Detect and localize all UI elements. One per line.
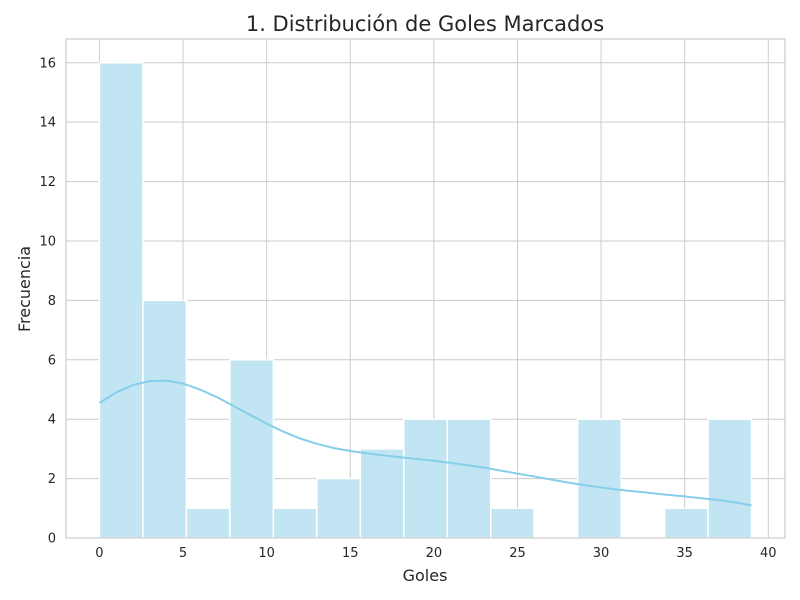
y-ticks: 0 2 4 6 8 10 12 14 16: [39, 56, 56, 546]
chart-title: 1. Distribución de Goles Marcados: [246, 12, 604, 36]
histogram-bar: [707, 418, 753, 539]
histogram-bar: [403, 418, 448, 539]
x-axis-label: Goles: [403, 566, 448, 585]
y-tick-label: 4: [48, 413, 56, 428]
x-tick-label: 0: [95, 546, 103, 561]
x-tick-label: 20: [426, 546, 443, 561]
histogram-bar: [316, 477, 362, 539]
histogram-bar: [489, 507, 535, 539]
x-tick-label: 10: [258, 546, 275, 561]
x-tick-label: 15: [342, 546, 359, 561]
y-tick-label: 8: [48, 294, 56, 309]
x-tick-label: 25: [509, 546, 526, 561]
y-tick-label: 10: [39, 234, 56, 249]
histogram-bar: [142, 299, 188, 539]
y-tick-label: 12: [39, 175, 56, 190]
y-tick-label: 0: [48, 532, 56, 547]
x-tick-label: 30: [593, 546, 610, 561]
y-tick-label: 16: [39, 56, 56, 71]
x-ticks: 0 5 10 15 20 25 30 35 40: [95, 546, 776, 561]
y-axis-label: Frecuencia: [15, 246, 34, 332]
histogram-bar: [98, 62, 144, 539]
histogram-bar: [576, 418, 622, 539]
histogram-bar: [663, 507, 709, 539]
y-tick-label: 6: [48, 353, 56, 368]
plot-frame: [65, 38, 786, 539]
y-tick-label: 14: [39, 116, 56, 131]
histogram-bar: [272, 507, 318, 539]
histogram-bar: [229, 359, 275, 539]
histogram-bar: [446, 418, 492, 539]
histogram-bar: [185, 507, 231, 539]
kde-curve: [98, 379, 752, 507]
x-tick-label: 5: [179, 546, 187, 561]
x-tick-label: 35: [676, 546, 693, 561]
bars: [98, 62, 753, 539]
y-tick-label: 2: [48, 472, 56, 487]
histogram-bar: [359, 448, 405, 539]
x-tick-label: 40: [760, 546, 777, 561]
kde-curve-group: [98, 379, 752, 507]
